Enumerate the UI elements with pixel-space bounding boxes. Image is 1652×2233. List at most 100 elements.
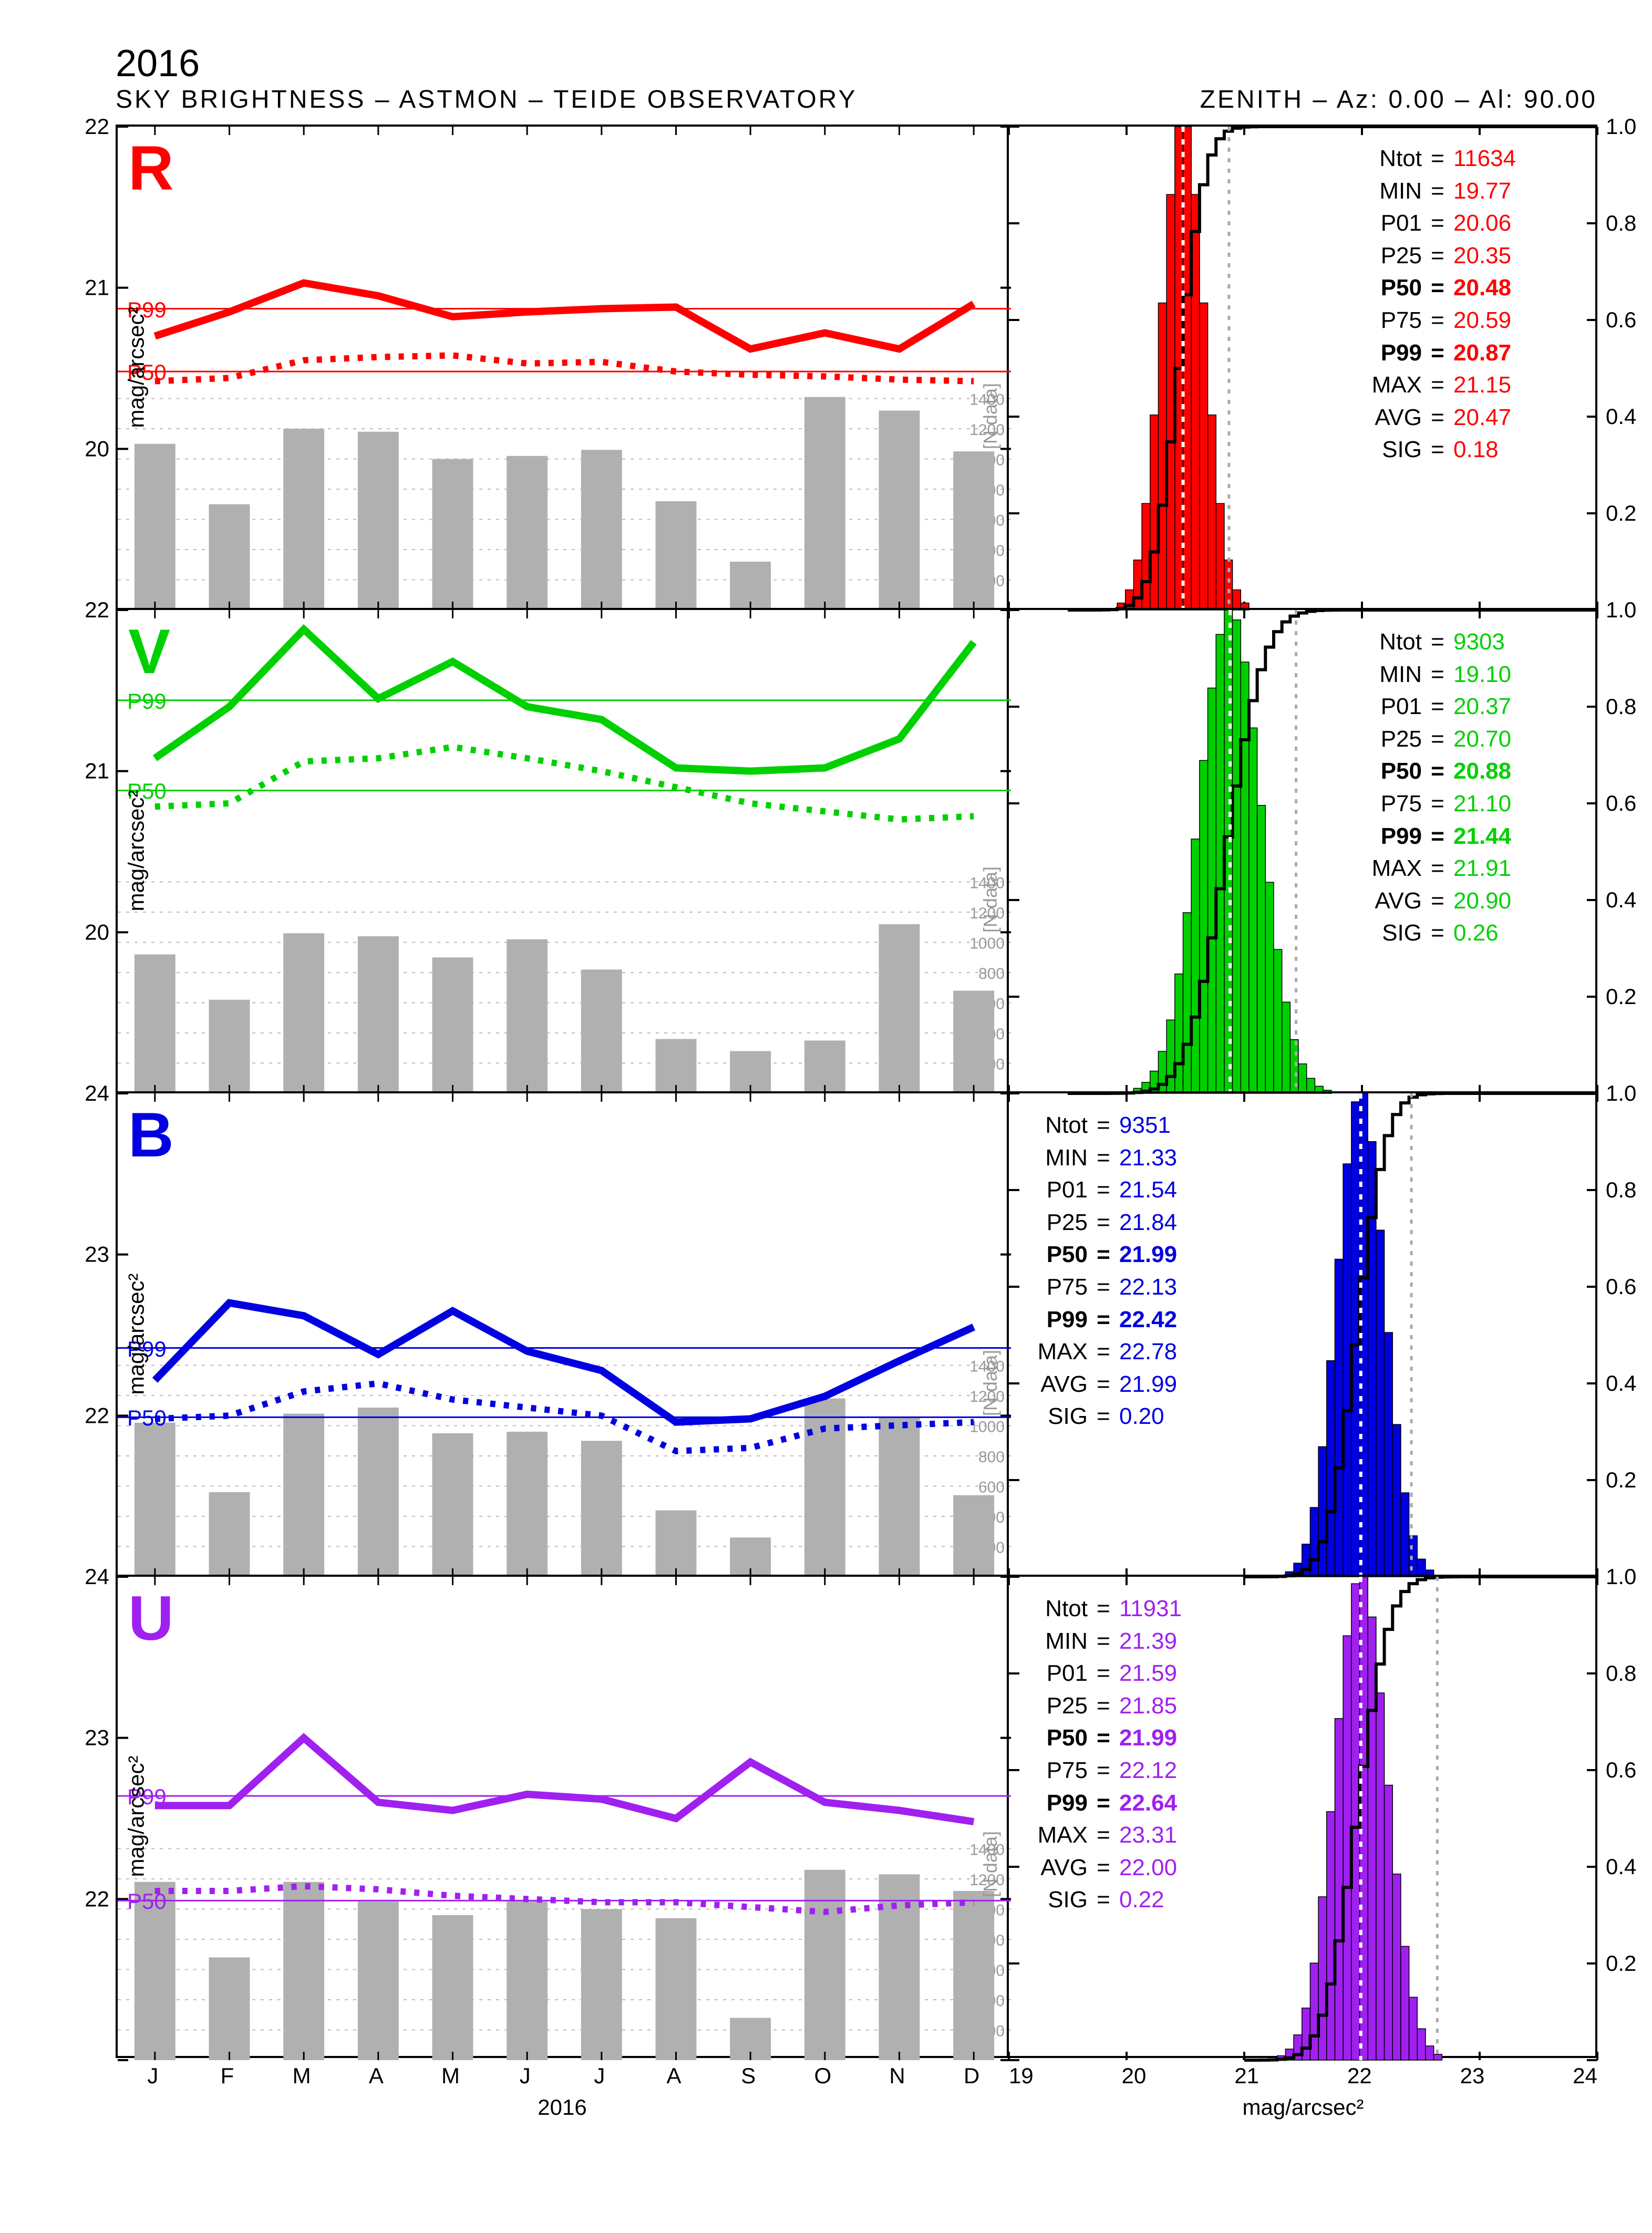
stats-row: P50=20.88	[1359, 755, 1537, 788]
stats-row: AVG=22.00	[1025, 1852, 1203, 1884]
stats-row: MIN=21.33	[1025, 1142, 1203, 1174]
svg-text:22: 22	[85, 1403, 109, 1428]
month-label: M	[414, 2063, 488, 2089]
month-label: N	[860, 2063, 935, 2089]
svg-text:0.8: 0.8	[1606, 211, 1636, 235]
right-xtick: 22	[1347, 2063, 1372, 2089]
ndata-label: [N data]	[979, 1350, 1001, 1416]
svg-text:21: 21	[85, 275, 109, 300]
ndata-label: [N data]	[979, 1831, 1001, 1897]
svg-text:24: 24	[85, 1081, 109, 1105]
stats-row: MAX=23.31	[1025, 1819, 1203, 1852]
stats-row: P99=22.64	[1025, 1787, 1203, 1820]
svg-text:1.0: 1.0	[1606, 1081, 1636, 1105]
right-panel-R: 0.20.40.60.81.0Ntot=11634MIN=19.77P01=20…	[1009, 125, 1597, 608]
month-label: J	[562, 2063, 637, 2089]
p50-label: P50	[127, 1405, 167, 1431]
p50-label: P50	[127, 1889, 167, 1914]
svg-text:24: 24	[85, 1564, 109, 1589]
ylabel-left: mag/arcsec²	[124, 1755, 149, 1877]
svg-text:21: 21	[85, 759, 109, 783]
stats-row: SIG=0.20	[1025, 1400, 1203, 1433]
stats-row: MIN=19.77	[1359, 175, 1537, 208]
xaxis-right-title: mag/arcsec²	[1009, 2095, 1597, 2120]
stats-row: P75=21.10	[1359, 788, 1537, 820]
svg-text:0.2: 0.2	[1606, 984, 1636, 1009]
svg-text:1.0: 1.0	[1606, 114, 1636, 139]
stats-row: MAX=22.78	[1025, 1336, 1203, 1368]
svg-text:1000: 1000	[969, 935, 1005, 953]
svg-text:22: 22	[85, 1886, 109, 1911]
svg-text:1.0: 1.0	[1606, 1564, 1636, 1589]
stats-block-R: Ntot=11634MIN=19.77P01=20.06P25=20.35P50…	[1359, 142, 1537, 466]
right-xtick: 23	[1460, 2063, 1485, 2089]
right-xtick: 19	[1009, 2063, 1034, 2089]
svg-text:20: 20	[85, 919, 109, 944]
stats-row: P01=20.37	[1359, 690, 1537, 723]
right-xtick: 24	[1573, 2063, 1597, 2089]
month-label: A	[339, 2063, 414, 2089]
stats-row: MAX=21.91	[1359, 852, 1537, 885]
xaxis-left-title: 2016	[116, 2095, 1009, 2120]
month-label: D	[934, 2063, 1009, 2089]
svg-text:1000: 1000	[969, 1419, 1005, 1436]
stats-row: P75=20.59	[1359, 304, 1537, 337]
svg-text:800: 800	[978, 965, 1005, 983]
subtitle-right: ZENITH – Az: 0.00 – Al: 90.00	[1200, 85, 1597, 114]
svg-text:0.6: 0.6	[1606, 791, 1636, 815]
stats-row: Ntot=11931	[1025, 1593, 1203, 1625]
stats-row: Ntot=9351	[1025, 1109, 1203, 1142]
svg-text:600: 600	[978, 1479, 1005, 1496]
stats-row: SIG=0.26	[1359, 917, 1537, 949]
stats-row: P01=21.54	[1025, 1174, 1203, 1206]
svg-text:0.6: 0.6	[1606, 307, 1636, 332]
svg-text:0.6: 0.6	[1606, 1274, 1636, 1299]
right-xtick: 20	[1122, 2063, 1147, 2089]
stats-row: Ntot=11634	[1359, 142, 1537, 175]
stats-row: P99=20.87	[1359, 337, 1537, 369]
svg-text:0.8: 0.8	[1606, 694, 1636, 719]
stats-row: P75=22.13	[1025, 1271, 1203, 1304]
ndata-label: [N data]	[979, 383, 1001, 449]
stats-row: P25=20.35	[1359, 240, 1537, 272]
month-label: J	[116, 2063, 190, 2089]
left-panel-U: 200400600800100012001400222324UP99P50mag…	[116, 1575, 1009, 2058]
month-labels: JFMAMJJASOND	[116, 2063, 1009, 2089]
svg-text:0.2: 0.2	[1606, 1951, 1636, 1976]
month-label: M	[264, 2063, 339, 2089]
right-panel-V: 0.20.40.60.81.0Ntot=9303MIN=19.10P01=20.…	[1009, 608, 1597, 1091]
filter-letter-V: V	[128, 615, 170, 688]
stats-row: MIN=21.39	[1025, 1625, 1203, 1658]
stats-block-B: Ntot=9351MIN=21.33P01=21.54P25=21.84P50=…	[1025, 1109, 1203, 1433]
stats-row: MAX=21.15	[1359, 369, 1537, 401]
svg-text:23: 23	[85, 1242, 109, 1267]
svg-text:800: 800	[978, 1449, 1005, 1466]
ylabel-left: mag/arcsec²	[124, 306, 149, 428]
stats-row: SIG=0.18	[1359, 433, 1537, 466]
stats-row: P01=21.59	[1025, 1657, 1203, 1690]
right-panel-B: 0.20.40.60.81.0Ntot=9351MIN=21.33P01=21.…	[1009, 1091, 1597, 1575]
svg-text:0.4: 0.4	[1606, 404, 1636, 429]
stats-block-U: Ntot=11931MIN=21.39P01=21.59P25=21.85P50…	[1025, 1593, 1203, 1916]
stats-row: P01=20.06	[1359, 207, 1537, 240]
month-label: S	[711, 2063, 786, 2089]
svg-text:0.2: 0.2	[1606, 501, 1636, 525]
ylabel-left: mag/arcsec²	[124, 790, 149, 911]
stats-row: AVG=21.99	[1025, 1368, 1203, 1401]
right-xaxis-labels: 192021222324	[1009, 2063, 1597, 2089]
svg-text:22: 22	[85, 597, 109, 622]
stats-row: P50=21.99	[1025, 1238, 1203, 1271]
main-title: 2016	[116, 42, 1599, 85]
left-panel-R: 200400600800100012001400202122RP99P50mag…	[116, 125, 1009, 608]
month-label: F	[190, 2063, 265, 2089]
filter-letter-B: B	[128, 1099, 174, 1171]
stats-row: P75=22.12	[1025, 1754, 1203, 1787]
stats-row: P25=21.84	[1025, 1206, 1203, 1239]
svg-text:22: 22	[85, 114, 109, 139]
svg-text:20: 20	[85, 436, 109, 461]
stats-row: P50=21.99	[1025, 1722, 1203, 1754]
p99-label: P99	[127, 689, 167, 714]
stats-row: AVG=20.90	[1359, 885, 1537, 917]
svg-text:0.2: 0.2	[1606, 1467, 1636, 1492]
stats-row: AVG=20.47	[1359, 401, 1537, 434]
